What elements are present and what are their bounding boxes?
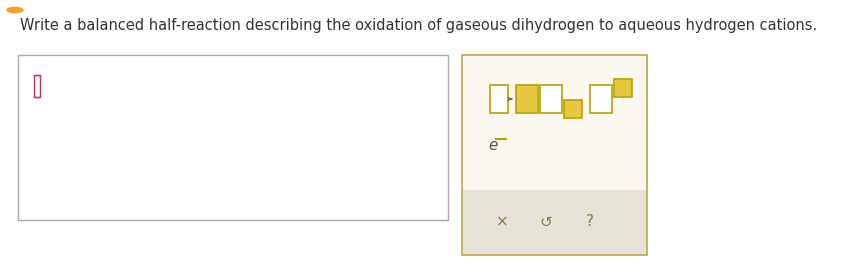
Bar [614,79,632,97]
Bar [463,190,646,254]
Bar [462,55,647,255]
Bar [516,85,538,113]
Text: ↺: ↺ [540,214,553,230]
Text: ×: × [496,214,509,230]
Bar [540,85,562,113]
Bar [18,55,448,220]
Text: ?: ? [586,214,594,230]
Bar [34,75,40,97]
Text: $\mathit{e}$: $\mathit{e}$ [488,138,498,153]
Circle shape [7,7,23,13]
Bar [564,100,582,118]
Text: Write a balanced half-reaction describing the oxidation of gaseous dihydrogen to: Write a balanced half-reaction describin… [20,18,818,33]
Bar [490,85,508,113]
Bar [590,85,612,113]
